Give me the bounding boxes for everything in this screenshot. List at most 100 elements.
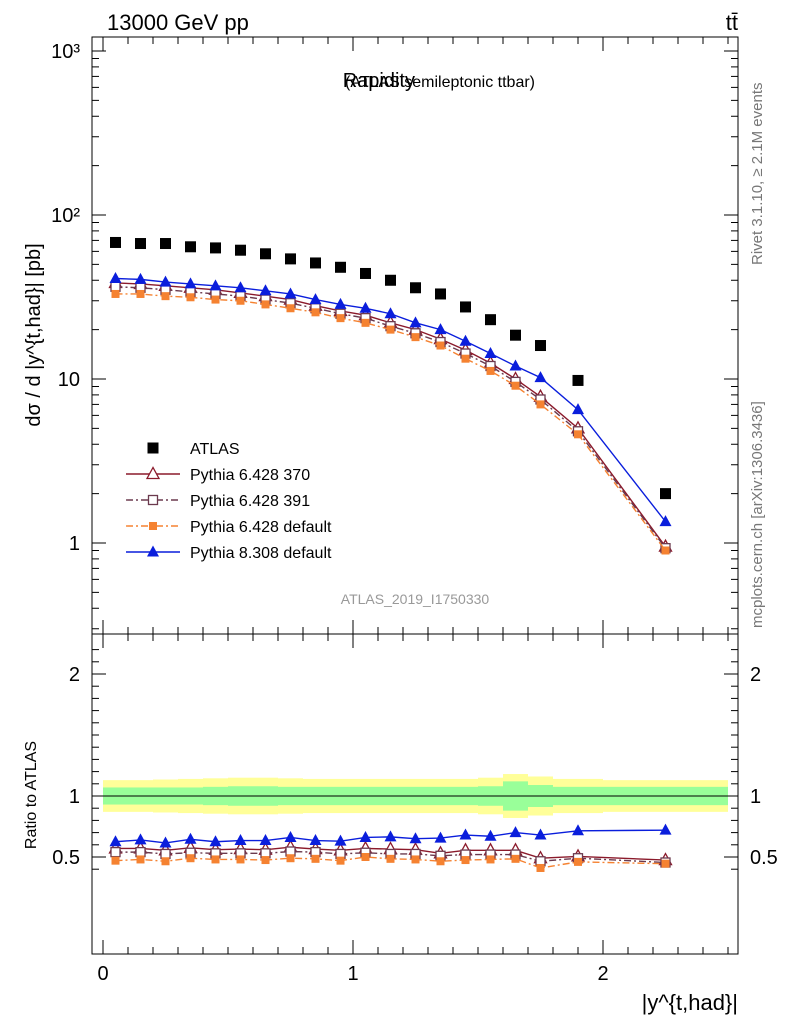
data-point — [572, 374, 584, 386]
ratio-point — [411, 855, 420, 864]
y-tick-label: 1 — [69, 533, 80, 555]
legend-marker — [145, 466, 161, 480]
data-point — [159, 275, 172, 287]
legend-entry: Pythia 6.428 391 — [126, 493, 310, 510]
legend-entry: Pythia 8.308 default — [126, 545, 332, 562]
ratio-point — [436, 857, 445, 866]
data-point — [359, 301, 372, 313]
ratio-point — [261, 856, 270, 865]
ratio-series-3 — [109, 823, 672, 848]
data-point — [460, 301, 471, 313]
data-point — [284, 287, 297, 299]
data-point — [436, 341, 445, 350]
x-tick-label: 2 — [597, 963, 608, 985]
data-point — [386, 325, 395, 334]
data-point — [236, 296, 245, 305]
x-tick-labels: 0 1 2 — [97, 963, 608, 985]
ratio-y-tick-label-right: 1 — [750, 786, 761, 808]
x-tick-label: 1 — [347, 963, 358, 985]
ratio-point — [236, 855, 245, 864]
data-point — [409, 316, 422, 328]
main-axis-ticks: 1 10 10² 10³ — [51, 37, 738, 634]
ratio-point — [359, 830, 372, 842]
data-point — [660, 488, 671, 500]
data-point — [261, 300, 270, 309]
legend-entry: ATLAS — [147, 441, 240, 458]
ratio-point — [309, 834, 322, 846]
process-label: tt̄ — [726, 10, 738, 35]
ratio-point — [211, 855, 220, 864]
x-axis-label: |y^{t,had}| — [642, 990, 738, 1015]
data-point — [661, 546, 670, 555]
ratio-point — [334, 834, 347, 846]
ratio-line — [115, 856, 666, 869]
ratio-point — [234, 834, 247, 846]
data-point — [484, 347, 497, 359]
data-point — [360, 267, 371, 279]
data-point — [574, 430, 582, 439]
x-tick-label: 0 — [97, 963, 108, 985]
ratio-point — [184, 832, 197, 844]
ratio-point — [484, 829, 497, 841]
data-point — [385, 274, 396, 286]
legend-marker — [147, 545, 159, 557]
legend-marker — [147, 442, 159, 454]
legend-entry: Pythia 6.428 default — [126, 519, 332, 536]
data-point — [161, 292, 170, 301]
data-point — [572, 403, 584, 415]
y-axis-label-main: dσ / d |y^{t,had}| [pb] — [23, 243, 45, 426]
ratio-point — [110, 846, 121, 858]
data-point — [160, 238, 171, 250]
legend-label: ATLAS — [190, 441, 240, 458]
data-point — [384, 307, 397, 319]
data-point — [136, 289, 145, 298]
legend: ATLAS Pythia 6.428 370 Pythia 6.428 391 Pyt… — [126, 441, 332, 562]
data-point — [459, 334, 472, 346]
data-point — [235, 244, 246, 256]
data-point — [435, 288, 446, 300]
ratio-point — [135, 846, 146, 858]
ratio-axis-ticks: 0.5 0.5 1 1 2 2 — [52, 634, 778, 954]
ratio-point — [159, 836, 172, 848]
data-point — [334, 297, 347, 309]
data-point — [111, 289, 120, 298]
data-point — [260, 248, 271, 260]
y-axis-label-ratio: Ratio to ATLAS — [23, 741, 40, 849]
series-3 — [111, 289, 670, 555]
ratio-point — [461, 856, 470, 865]
ratio-point — [336, 856, 345, 865]
data-point — [485, 314, 496, 326]
data-point — [211, 295, 220, 304]
data-point — [486, 366, 495, 375]
data-point — [134, 272, 147, 284]
data-point — [135, 238, 146, 250]
data-point — [410, 282, 421, 294]
legend-entry: Pythia 6.428 370 — [126, 466, 310, 484]
data-point — [535, 340, 546, 352]
ratio-panel: 0.5 0.5 1 1 2 2 Ratio to ATLAS — [23, 633, 778, 955]
analysis-id: ATLAS_2019_I1750330 — [341, 591, 490, 607]
data-point — [184, 277, 197, 289]
ratio-point — [209, 835, 222, 847]
ratio-point — [284, 830, 297, 842]
ratio-point — [111, 856, 120, 865]
ratio-point — [536, 863, 545, 872]
main-series — [108, 236, 673, 555]
legend-marker — [149, 522, 157, 530]
ratio-y-tick-label: 2 — [69, 664, 80, 686]
ratio-point — [259, 834, 272, 846]
ratio-series — [108, 823, 673, 872]
data-point — [536, 400, 545, 409]
ratio-point — [409, 832, 422, 844]
main-panel: 1 10 10² 10³ Rapidity (ATLAS semileptonic t… — [23, 36, 739, 635]
y-tick-label: 10² — [51, 205, 80, 227]
ratio-series-1 — [110, 846, 671, 868]
ratio-point — [434, 831, 447, 843]
y-tick-label: 10³ — [51, 41, 80, 63]
ratio-point — [160, 848, 171, 860]
ratio-y-tick-label: 0.5 — [52, 847, 80, 869]
data-point — [461, 354, 470, 363]
data-point — [210, 242, 221, 254]
ratio-point — [311, 854, 320, 863]
data-point — [286, 304, 295, 313]
